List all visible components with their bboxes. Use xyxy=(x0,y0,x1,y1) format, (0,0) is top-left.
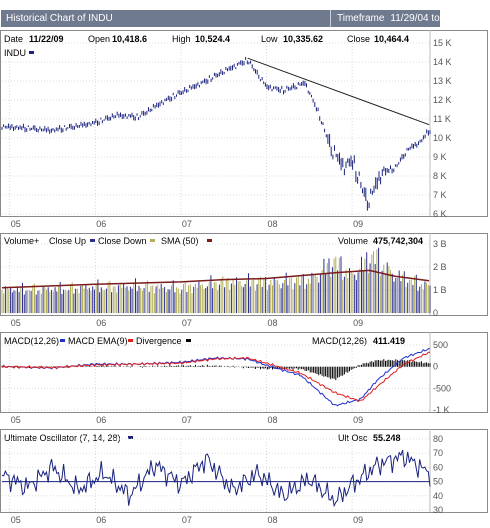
y-tick-label: -500 xyxy=(433,383,451,393)
volume-legend-down-swatch xyxy=(150,239,155,242)
y-tick-label: 15 K xyxy=(433,38,452,48)
macd-legend-divergence-swatch xyxy=(186,339,191,342)
chart-title: Historical Chart of INDU xyxy=(6,13,113,24)
x-tick-label: 06 xyxy=(96,415,106,425)
panel-border xyxy=(0,332,488,413)
x-axis-band xyxy=(1,316,488,330)
x-tick-label: 06 xyxy=(96,318,106,328)
y-tick-label: 11 K xyxy=(433,114,451,124)
x-tick-label: 05 xyxy=(11,318,21,328)
y-tick-label: 30 xyxy=(433,505,443,515)
uo-line xyxy=(1,449,431,508)
y-tick-label: 80 xyxy=(433,434,443,444)
x-tick-label: 07 xyxy=(182,415,192,425)
y-tick-label: 70 xyxy=(433,448,443,458)
quote-close-label: Close xyxy=(347,34,370,44)
quote-open: 10,418.6 xyxy=(112,34,147,44)
quote-close: 10,464.4 xyxy=(374,34,409,44)
y-tick-label: 1 B xyxy=(433,285,447,295)
y-tick-label: 14 K xyxy=(433,57,452,67)
macd-legend-macd: MACD(12,26) xyxy=(4,336,59,346)
x-tick-label: 09 xyxy=(353,515,363,525)
quote-date: 11/22/09 xyxy=(29,34,64,44)
y-tick-label: 2 B xyxy=(433,262,447,272)
volume-value: 475,742,304 xyxy=(373,236,423,246)
macd-legend-ema: MACD EMA(9) xyxy=(68,336,128,346)
quote-low-label: Low xyxy=(261,34,278,44)
x-tick-label: 09 xyxy=(353,415,363,425)
price-legend-label: INDU xyxy=(4,48,26,58)
y-tick-label: 0 xyxy=(433,362,438,372)
x-tick-label: 07 xyxy=(182,318,192,328)
x-axis-band xyxy=(1,413,488,427)
volume-legend-title: Volume+ xyxy=(4,236,39,246)
macd-legend-divergence: Divergence xyxy=(136,336,182,346)
y-tick-label: 60 xyxy=(433,462,443,472)
quote-open-label: Open xyxy=(88,34,110,44)
x-axis-band xyxy=(1,513,488,527)
x-tick-label: 09 xyxy=(353,219,363,229)
quote-date-label: Date xyxy=(4,34,23,44)
x-tick-label: 06 xyxy=(96,515,106,525)
y-tick-label: 13 K xyxy=(433,76,452,86)
volume-legend-sma-swatch xyxy=(207,239,212,242)
quote-high-label: High xyxy=(172,34,191,44)
y-tick-label: 9 K xyxy=(433,152,447,162)
x-axis-band xyxy=(1,217,488,231)
x-tick-label: 07 xyxy=(182,515,192,525)
y-tick-label: 6 K xyxy=(433,209,447,219)
timeframe-label: Timeframe xyxy=(337,13,385,24)
volume-legend-up: Close Up xyxy=(49,236,86,246)
panel-border xyxy=(0,429,488,513)
x-tick-label: 07 xyxy=(182,219,192,229)
volume-sma-line xyxy=(1,269,430,289)
trendline xyxy=(247,57,430,126)
quote-low: 10,335.62 xyxy=(283,34,323,44)
y-tick-label: 50 xyxy=(433,477,443,487)
volume-legend-up-swatch xyxy=(90,239,95,242)
uo-value-label: Ult Osc xyxy=(338,433,368,443)
title-bar: Historical Chart of INDU Timeframe 11/29/… xyxy=(1,10,481,27)
y-tick-label: 500 xyxy=(433,340,448,350)
macd-legend-ema-swatch xyxy=(128,339,133,342)
x-tick-label: 08 xyxy=(268,415,278,425)
macd-value: 411.419 xyxy=(373,336,405,346)
x-tick-label: 08 xyxy=(268,219,278,229)
uo-legend: Ultimate Oscillator (7, 14, 28) xyxy=(4,433,121,443)
volume-bars-down xyxy=(4,247,431,313)
volume-value-label: Volume xyxy=(338,236,368,246)
timeframe: Timeframe 11/29/04 to 11/27/09 xyxy=(330,10,481,27)
macd-ema-line xyxy=(1,351,431,403)
x-tick-label: 06 xyxy=(96,219,106,229)
y-tick-label: 3 B xyxy=(433,239,447,249)
volume-legend-down: Close Down xyxy=(98,236,147,246)
timeframe-value: 11/29/04 to 11/27/09 xyxy=(390,13,481,24)
y-tick-label: 12 K xyxy=(433,95,452,105)
y-tick-label: 8 K xyxy=(433,171,447,181)
uo-legend-swatch xyxy=(128,436,133,439)
price-legend-swatch xyxy=(29,51,34,54)
y-tick-label: 10 K xyxy=(433,133,452,143)
price-bars xyxy=(1,56,431,211)
x-tick-label: 05 xyxy=(11,415,21,425)
macd-legend-macd-swatch xyxy=(60,339,65,342)
quote-high: 10,524.4 xyxy=(195,34,230,44)
y-tick-label: 0 xyxy=(433,308,438,318)
volume-legend-sma: SMA (50) xyxy=(161,236,199,246)
uo-value: 55.248 xyxy=(373,433,401,443)
x-tick-label: 09 xyxy=(353,318,363,328)
x-tick-label: 08 xyxy=(268,318,278,328)
panel-border xyxy=(0,30,488,217)
y-tick-label: -1 K xyxy=(433,405,450,415)
x-tick-label: 05 xyxy=(11,219,21,229)
y-tick-label: 7 K xyxy=(433,190,447,200)
x-tick-label: 08 xyxy=(268,515,278,525)
macd-value-label: MACD(12,26) xyxy=(312,336,367,346)
x-tick-label: 05 xyxy=(11,515,21,525)
y-tick-label: 40 xyxy=(433,491,443,501)
volume-bars-up xyxy=(1,249,429,313)
